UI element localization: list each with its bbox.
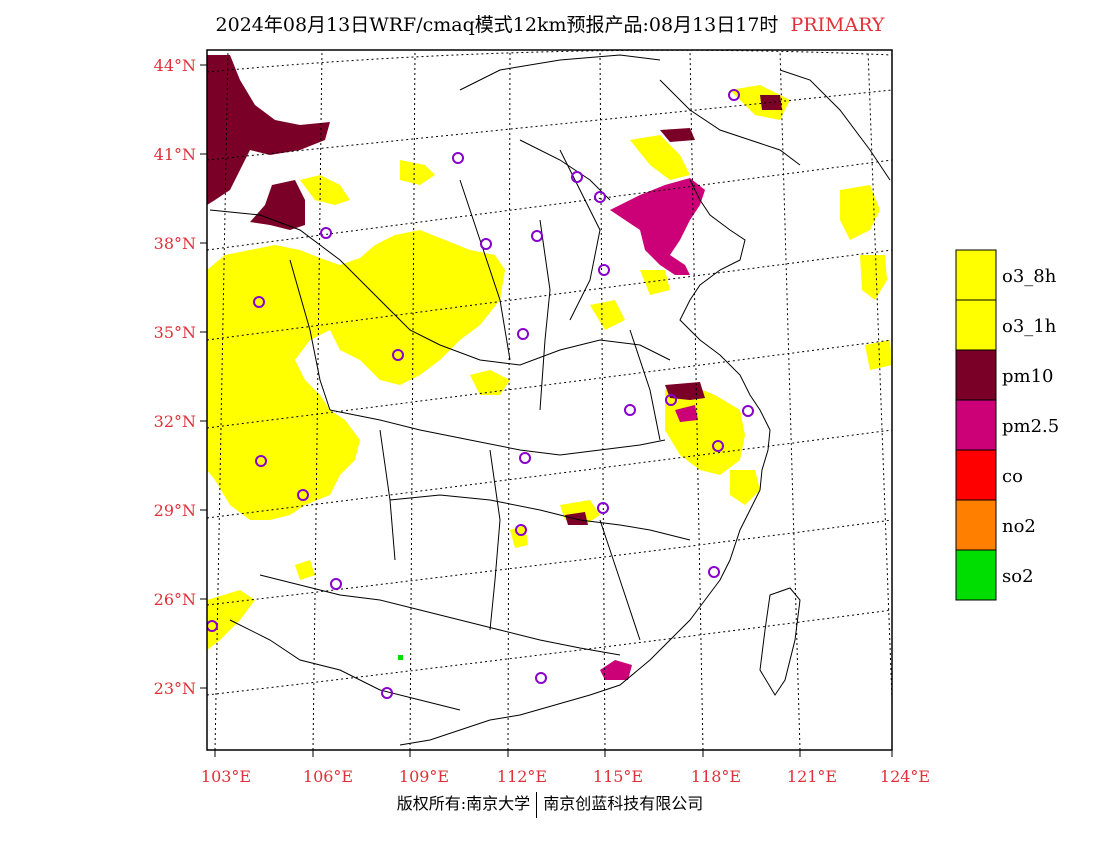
legend-swatch-o3-1h bbox=[955, 299, 997, 351]
legend-label-no2: no2 bbox=[1002, 516, 1036, 537]
legend-swatch-so2 bbox=[955, 549, 997, 601]
lat-label-32: 32°N bbox=[154, 412, 196, 431]
legend-swatch-o3-8h bbox=[955, 249, 997, 301]
footer-divider bbox=[536, 791, 538, 818]
lat-label-44: 44°N bbox=[154, 56, 196, 75]
o3-field bbox=[207, 85, 892, 650]
legend-label-pm10: pm10 bbox=[1002, 366, 1054, 387]
lon-label-103: 103°E bbox=[201, 767, 251, 786]
map-frame bbox=[206, 49, 893, 751]
lat-label-38: 38°N bbox=[154, 234, 196, 253]
legend-swatch-co bbox=[955, 449, 997, 501]
lat-label-35: 35°N bbox=[154, 323, 196, 342]
lon-label-118: 118°E bbox=[691, 767, 741, 786]
lon-label-124: 124°E bbox=[880, 767, 930, 786]
lon-label-121: 121°E bbox=[787, 767, 837, 786]
map-title: 2024年08月13日WRF/cmaq模式12km预报产品:08月13日17时 P… bbox=[0, 10, 1100, 37]
pm25-field bbox=[600, 178, 705, 680]
pm10-field bbox=[207, 55, 782, 525]
legend-label-co: co bbox=[1002, 466, 1023, 487]
lat-label-26: 26°N bbox=[154, 590, 196, 609]
map-area bbox=[207, 50, 892, 750]
legend: o3_8h o3_1h pm10 pm2.5 co no2 so2 bbox=[955, 249, 1059, 601]
boundaries bbox=[209, 54, 891, 746]
so2-spot bbox=[398, 655, 403, 660]
lon-label-106: 106°E bbox=[303, 767, 353, 786]
axis-ticks bbox=[200, 64, 893, 757]
footer-right: 南京创蓝科技有限公司 bbox=[543, 794, 704, 813]
legend-swatch-pm25 bbox=[955, 399, 997, 451]
title-main: 2024年08月13日WRF/cmaq模式12km预报产品:08月13日17时 bbox=[215, 14, 779, 36]
legend-label-so2: so2 bbox=[1002, 566, 1034, 587]
copyright-footer: 版权所有:南京大学 南京创蓝科技有限公司 bbox=[210, 790, 890, 818]
legend-swatch-no2 bbox=[955, 499, 997, 551]
lon-label-115: 115°E bbox=[593, 767, 643, 786]
lat-label-29: 29°N bbox=[154, 501, 196, 520]
lat-label-23: 23°N bbox=[154, 679, 196, 698]
lat-label-41: 41°N bbox=[154, 145, 196, 164]
title-tag: PRIMARY bbox=[790, 14, 885, 36]
legend-label-o3-1h: o3_1h bbox=[1002, 316, 1057, 337]
lon-label-112: 112°E bbox=[497, 767, 547, 786]
legend-label-pm25: pm2.5 bbox=[1002, 416, 1059, 437]
lon-label-109: 109°E bbox=[399, 767, 449, 786]
footer-left: 版权所有:南京大学 bbox=[396, 794, 531, 813]
legend-label-o3-8h: o3_8h bbox=[1002, 266, 1057, 287]
station-markers bbox=[207, 89, 754, 699]
legend-swatch-pm10 bbox=[955, 349, 997, 401]
